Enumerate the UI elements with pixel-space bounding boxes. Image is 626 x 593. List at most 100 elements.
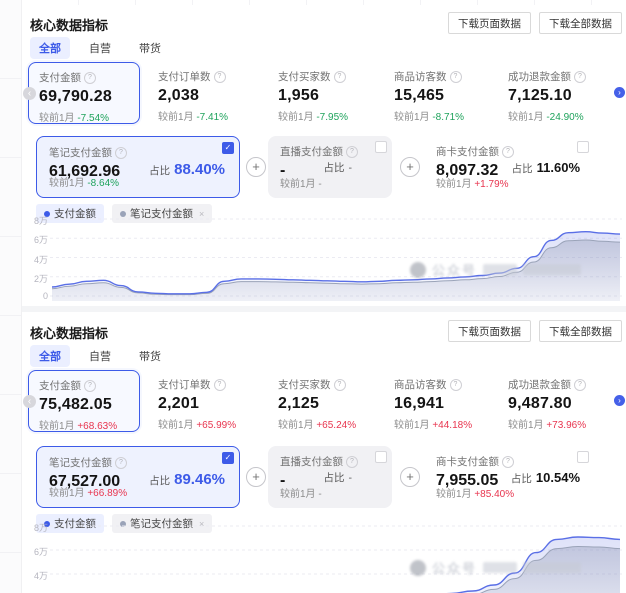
metric-label-text: 支付买家数 <box>278 71 331 83</box>
legend-label: 笔记支付金额 <box>130 518 193 530</box>
compare-label: 较前1月 <box>158 420 197 431</box>
metric-value: 15,465 <box>394 87 445 104</box>
metric-card[interactable]: 商品访客数? 16,941 较前1月 +44.18% <box>384 370 490 432</box>
legend-close-icon[interactable]: × <box>199 208 205 219</box>
compare-label: 较前1月 <box>508 112 547 123</box>
channel-card[interactable]: 商卡支付金额? 8,097.32 占比 11.60% 较前1月 +1.79% <box>424 136 594 198</box>
ratio-label: 占比 <box>511 163 533 175</box>
checkbox-icon[interactable]: ✓ <box>222 452 234 464</box>
legend-item[interactable]: 笔记支付金额 × <box>112 204 213 223</box>
checkbox-icon[interactable]: ✓ <box>222 142 234 154</box>
info-icon[interactable]: ? <box>213 70 226 83</box>
legend-dot-icon <box>44 210 50 217</box>
carousel-next-button[interactable]: › <box>614 395 625 406</box>
info-icon[interactable]: ? <box>346 145 358 158</box>
channel-card[interactable]: 笔记支付金额? 67,527.00 占比 89.46% 较前1月 +66.89% ✓ <box>36 446 240 508</box>
ratio-label: 占比 <box>323 162 345 174</box>
scope-tab-1[interactable]: 自营 <box>89 43 111 55</box>
add-metric-button[interactable]: + <box>246 467 266 487</box>
ratio-value: - <box>348 162 353 174</box>
metric-label-text: 成功退款金额 <box>508 71 571 83</box>
metric-card[interactable]: 商品访客数? 15,465 较前1月 -8.71% <box>384 62 490 124</box>
checkbox-icon[interactable] <box>375 141 387 153</box>
header-buttons: 下载页面数据 下载全部数据 <box>448 12 622 34</box>
metric-value: 2,038 <box>158 87 200 104</box>
legend-item[interactable]: 支付金额 <box>36 514 104 533</box>
y-axis-label: 4万 <box>33 571 48 581</box>
info-icon[interactable]: ? <box>84 379 96 392</box>
channel-card[interactable]: 直播支付金额? - 占比 - 较前1月 - <box>268 136 392 198</box>
channel-card[interactable]: 笔记支付金额? 61,692.96 占比 88.40% 较前1月 -8.64% ✓ <box>36 136 240 198</box>
metric-card[interactable]: 成功退款金额? 7,125.10 较前1月 -24.90% <box>498 62 616 124</box>
compare-delta: -7.41% <box>196 112 229 123</box>
legend-close-icon[interactable]: × <box>199 518 205 529</box>
info-icon[interactable]: ? <box>333 70 346 83</box>
download-all-data-button[interactable]: 下载全部数据 <box>539 320 622 342</box>
checkbox-icon[interactable] <box>577 141 589 153</box>
ratio-value: 11.60% <box>536 160 580 175</box>
channel-label-text: 商卡支付金额 <box>436 456 499 468</box>
metric-card[interactable]: 支付金额? 75,482.05 较前1月 +68.63% <box>28 370 140 432</box>
metric-compare: 较前1月 -24.90% <box>508 108 606 123</box>
info-icon[interactable]: ? <box>84 71 96 84</box>
carousel-prev-button[interactable]: ‹ <box>23 87 36 100</box>
scope-tab-2[interactable]: 带货 <box>139 351 161 363</box>
metric-card[interactable]: 支付订单数? 2,201 较前1月 +65.99% <box>148 370 254 432</box>
checkbox-icon[interactable] <box>375 451 387 463</box>
metric-label: 支付订单数? <box>158 69 244 84</box>
metric-label-text: 支付买家数 <box>278 379 331 391</box>
add-metric-button[interactable]: + <box>400 467 420 487</box>
metric-value: 2,125 <box>278 395 320 412</box>
channel-value: - <box>280 162 286 179</box>
y-axis-label: 8万 <box>33 216 48 226</box>
scope-tab-1[interactable]: 自营 <box>89 351 111 363</box>
scope-tab-0[interactable]: 全部 <box>30 345 70 367</box>
info-icon[interactable]: ? <box>115 456 127 469</box>
info-icon[interactable]: ? <box>115 146 127 159</box>
metric-label: 商品访客数? <box>394 377 480 392</box>
compare-label: 较前1月 <box>49 178 88 189</box>
scope-tabs: 全部 自营 带货 <box>30 345 170 367</box>
info-icon[interactable]: ? <box>574 70 586 83</box>
compare-delta: -7.95% <box>316 112 349 123</box>
carousel-prev-button[interactable]: ‹ <box>23 395 36 408</box>
info-icon[interactable]: ? <box>449 70 462 83</box>
download-page-data-button[interactable]: 下载页面数据 <box>448 12 531 34</box>
channel-value: 8,097.32 <box>436 162 499 179</box>
download-all-data-button[interactable]: 下载全部数据 <box>539 12 622 34</box>
metric-card[interactable]: 支付买家数? 2,125 较前1月 +65.24% <box>268 370 374 432</box>
compare-label: 较前1月 <box>280 179 319 190</box>
checkbox-icon[interactable] <box>577 451 589 463</box>
y-axis-label: 8万 <box>33 523 48 533</box>
core-metrics-panel: 核心数据指标 下载页面数据 下载全部数据 全部 自营 带货 支付金额? 75,482.… <box>22 312 626 593</box>
add-metric-button[interactable]: + <box>246 157 266 177</box>
channel-card[interactable]: 直播支付金额? - 占比 - 较前1月 - <box>268 446 392 508</box>
info-icon[interactable]: ? <box>333 378 346 391</box>
metric-value: 75,482.05 <box>39 396 112 413</box>
scope-tab-2[interactable]: 带货 <box>139 43 161 55</box>
metric-card[interactable]: 支付金额? 69,790.28 较前1月 -7.54% <box>28 62 140 124</box>
carousel-next-button[interactable]: › <box>614 87 625 98</box>
info-icon[interactable]: ? <box>346 455 358 468</box>
legend-item[interactable]: 笔记支付金额 × <box>112 514 213 533</box>
channel-card[interactable]: 商卡支付金额? 7,955.05 占比 10.54% 较前1月 +85.40% <box>424 446 594 508</box>
compare-label: 较前1月 <box>278 112 317 123</box>
info-icon[interactable]: ? <box>502 145 514 158</box>
add-metric-button[interactable]: + <box>400 157 420 177</box>
scope-tab-0[interactable]: 全部 <box>30 37 70 59</box>
info-icon[interactable]: ? <box>213 378 226 391</box>
metric-value: 2,201 <box>158 395 200 412</box>
ratio-label: 占比 <box>149 475 171 487</box>
compare-delta: - <box>318 179 322 190</box>
download-page-data-button[interactable]: 下载页面数据 <box>448 320 531 342</box>
compare-label: 较前1月 <box>49 488 88 499</box>
legend-item[interactable]: 支付金额 <box>36 204 104 223</box>
metric-card[interactable]: 支付买家数? 1,956 较前1月 -7.95% <box>268 62 374 124</box>
metric-card[interactable]: 成功退款金额? 9,487.80 较前1月 +73.96% <box>498 370 616 432</box>
metric-card[interactable]: 支付订单数? 2,038 较前1月 -7.41% <box>148 62 254 124</box>
info-icon[interactable]: ? <box>449 378 462 391</box>
info-icon[interactable]: ? <box>502 455 514 468</box>
page-left-gutter <box>0 0 22 593</box>
info-icon[interactable]: ? <box>574 378 586 391</box>
compare-delta: +66.89% <box>87 488 128 499</box>
